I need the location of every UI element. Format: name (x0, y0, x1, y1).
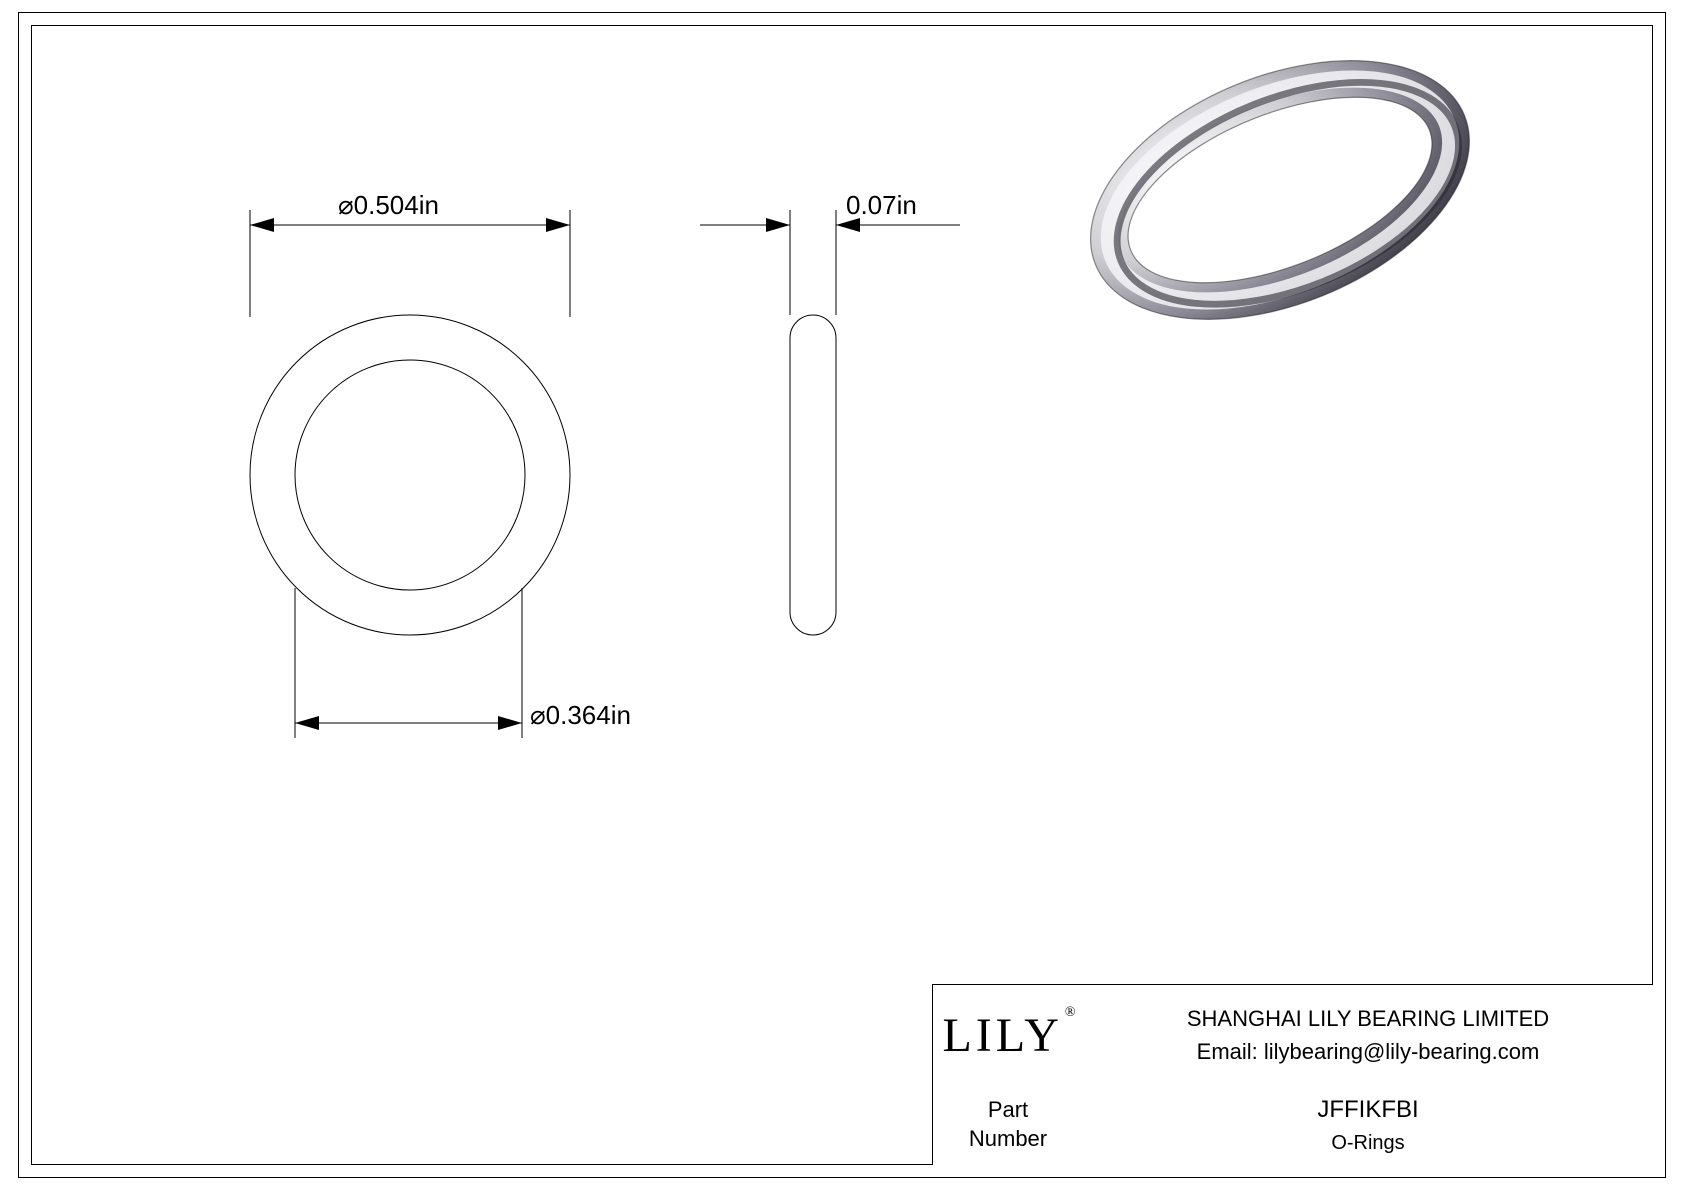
part-number-label: Part Number (933, 1085, 1083, 1165)
registered-icon: ® (1065, 1005, 1076, 1021)
thickness-label: 0.07in (846, 190, 917, 221)
part-number-value-cell: JFFIKFBI O-Rings (1083, 1085, 1653, 1165)
logo-text: LILY (942, 1008, 1062, 1063)
company-logo: LILY® (933, 985, 1083, 1085)
part-description: O-Rings (1331, 1128, 1404, 1158)
company-name: SHANGHAI LILY BEARING LIMITED (1187, 1002, 1549, 1035)
outer-diameter-label: ⌀0.504in (338, 190, 439, 221)
inner-diameter-label: ⌀0.364in (530, 700, 631, 731)
company-info: SHANGHAI LILY BEARING LIMITED Email: lil… (1083, 985, 1653, 1085)
part-number: JFFIKFBI (1317, 1092, 1418, 1128)
title-block: LILY® SHANGHAI LILY BEARING LIMITED Emai… (932, 984, 1653, 1165)
company-email: Email: lilybearing@lily-bearing.com (1197, 1035, 1540, 1068)
